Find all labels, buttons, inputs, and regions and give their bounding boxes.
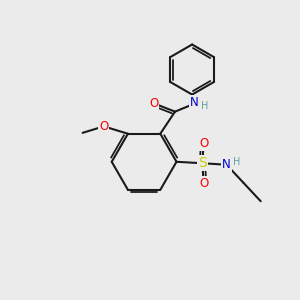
Text: S: S [198, 156, 207, 170]
Text: N: N [190, 96, 199, 109]
Text: O: O [149, 97, 158, 110]
Text: O: O [99, 120, 108, 133]
Text: N: N [222, 158, 231, 171]
Text: O: O [199, 177, 208, 190]
Text: H: H [233, 158, 241, 167]
Text: H: H [201, 101, 208, 111]
Text: O: O [199, 137, 208, 150]
